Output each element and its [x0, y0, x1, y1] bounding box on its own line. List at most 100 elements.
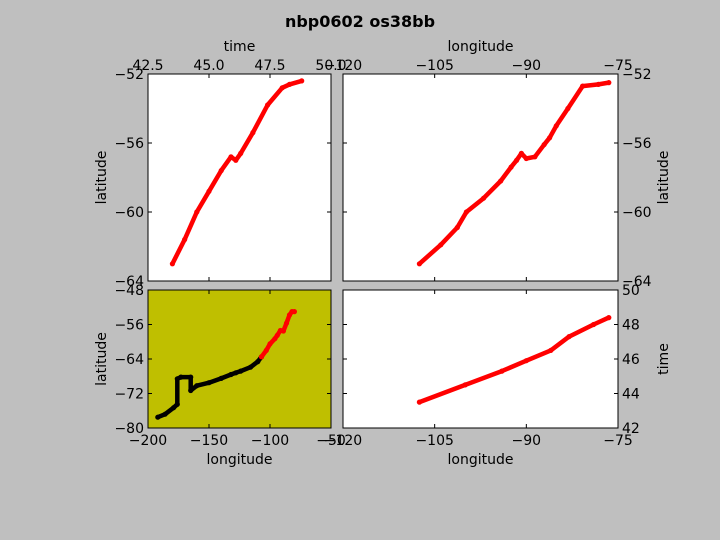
data-point: [218, 168, 224, 174]
data-point: [280, 328, 286, 334]
y-tick-label: −52: [114, 67, 144, 83]
data-point: [481, 195, 487, 201]
data-point: [532, 154, 538, 160]
data-point: [553, 123, 559, 129]
y-axis-label: time: [656, 343, 672, 375]
data-point: [454, 224, 460, 231]
data-point: [547, 135, 553, 141]
data-point: [498, 178, 504, 184]
data-point: [250, 130, 256, 136]
data-point: [228, 371, 234, 378]
data-point: [263, 347, 269, 353]
x-tick-label: 47.5: [254, 58, 285, 74]
data-point: [523, 358, 529, 364]
data-point: [188, 374, 194, 380]
y-tick-label: −64: [114, 352, 144, 368]
x-tick-label: 42.5: [132, 58, 163, 74]
data-point: [194, 383, 200, 389]
data-point: [286, 81, 293, 87]
x-tick-label: −90: [512, 433, 542, 449]
x-tick-label: −120: [324, 433, 362, 449]
data-point: [518, 150, 525, 156]
x-tick-label: −50: [316, 433, 346, 449]
data-point: [580, 83, 586, 89]
y-tick-label: −56: [114, 136, 144, 152]
x-tick-label: −105: [415, 433, 453, 449]
y-tick-label: −56: [622, 136, 652, 152]
data-point: [169, 261, 175, 267]
x-axis-label: time: [224, 39, 256, 55]
x-tick-label: −75: [603, 433, 633, 449]
x-tick-label: −105: [415, 58, 453, 74]
data-point: [178, 374, 184, 380]
y-tick-label: −48: [114, 283, 144, 299]
series-line-1: [417, 315, 612, 405]
data-point: [155, 414, 161, 420]
x-tick-label: 50.0: [315, 58, 346, 74]
series-line-1: [417, 80, 612, 267]
y-tick-label: −64: [622, 274, 652, 290]
y-tick-label: 48: [622, 318, 640, 334]
y-tick-label: 46: [622, 352, 640, 368]
data-point: [233, 370, 239, 376]
data-point: [247, 364, 254, 370]
y-tick-label: 50: [622, 283, 640, 299]
data-point: [206, 188, 212, 194]
data-point: [291, 309, 297, 315]
plot-area: [343, 290, 618, 428]
data-point: [416, 261, 422, 267]
data-point: [206, 380, 212, 386]
data-point: [182, 237, 188, 243]
y-tick-label: −56: [114, 318, 144, 334]
data-point: [267, 341, 273, 347]
y-axis-label: latitude: [656, 151, 672, 205]
data-point: [228, 154, 234, 160]
y-tick-label: 42: [622, 421, 640, 437]
x-tick-label: −120: [324, 58, 362, 74]
data-point: [548, 347, 554, 353]
data-point: [595, 81, 602, 87]
data-point: [218, 375, 224, 381]
data-point: [279, 85, 285, 91]
chart-time-vs-latitude: 42.5 45.0 47.5 50.0 −64 −60 −56 −52 time latitude: [94, 39, 347, 290]
plot-area: [148, 74, 331, 281]
data-point: [416, 399, 422, 405]
data-point: [606, 80, 612, 86]
chart-longitude-vs-latitude-map: −200 −150 −100 −50 −80 −72 −64 −56 −48 longitude l…: [94, 283, 346, 468]
plot-frame: [147, 73, 332, 282]
data-point: [438, 242, 444, 248]
data-point: [171, 405, 177, 411]
y-tick-label: −60: [622, 205, 652, 221]
data-point: [514, 157, 520, 163]
data-point: [194, 209, 200, 215]
data-point: [283, 320, 290, 326]
x-tick-label: −75: [603, 58, 633, 74]
x-tick-label: 45.0: [193, 58, 224, 74]
figure-title: nbp0602 os38bb: [285, 12, 435, 31]
data-point: [499, 368, 505, 374]
data-point: [274, 332, 280, 338]
data-point: [174, 401, 180, 407]
data-point: [591, 321, 597, 328]
x-tick-label: −100: [251, 433, 289, 449]
y-tick-label: 44: [622, 387, 640, 403]
x-tick-label: −90: [512, 58, 542, 74]
data-point: [606, 315, 612, 321]
plot-frame: [342, 73, 619, 282]
plots: 42.5 45.0 47.5 50.0 −64 −60 −56 −52 time latitude…: [94, 39, 672, 468]
data-point: [238, 150, 244, 156]
chart-longitude-vs-latitude: −120 −105 −90 −75 −64 −60 −56 −52 longitude latit…: [324, 39, 672, 290]
data-point: [233, 157, 239, 163]
data-point: [255, 359, 261, 365]
y-tick-label: −72: [114, 387, 144, 403]
data-point: [565, 105, 571, 112]
x-axis-label: longitude: [448, 452, 514, 468]
y-tick-label: −64: [114, 274, 144, 290]
data-point: [188, 387, 194, 394]
x-tick-label: −200: [129, 433, 167, 449]
data-point: [299, 78, 305, 84]
data-point: [566, 334, 572, 340]
y-axis-label: latitude: [94, 151, 110, 205]
